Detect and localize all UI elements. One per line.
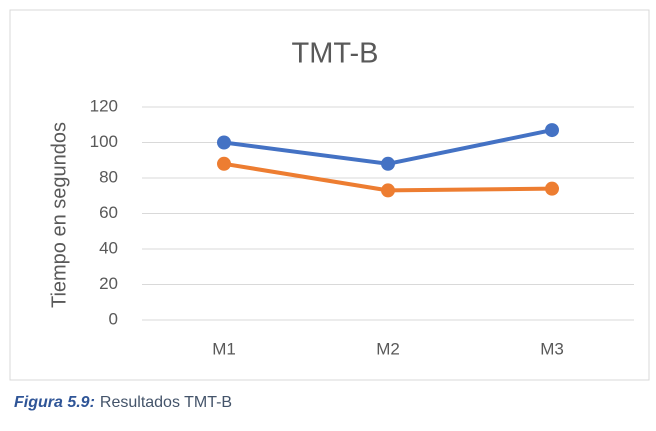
caption: Figura 5.9: Resultados TMT-B xyxy=(14,394,232,411)
caption-label: Figura 5.9: xyxy=(14,394,95,411)
y-tick-label: 0 xyxy=(109,309,118,328)
x-tick-label: M1 xyxy=(212,339,236,358)
y-tick-label: 80 xyxy=(99,167,118,186)
y-axis-label: Tiempo en segundos xyxy=(48,122,70,308)
y-tick-label: 40 xyxy=(99,238,118,257)
y-tick-label: 100 xyxy=(90,132,118,151)
y-tick-label: 20 xyxy=(99,274,118,293)
data-point xyxy=(381,183,395,198)
caption-text: Resultados TMT-B xyxy=(100,394,232,411)
y-tick-label: 60 xyxy=(99,203,118,222)
x-tick-label: M2 xyxy=(376,339,400,358)
data-point xyxy=(545,123,559,138)
data-point xyxy=(217,156,231,171)
data-point xyxy=(545,181,559,196)
y-tick-label: 120 xyxy=(90,96,118,115)
chart-title: TMT-B xyxy=(292,38,379,70)
data-point xyxy=(381,156,395,171)
x-tick-label: M3 xyxy=(540,339,564,358)
data-point xyxy=(217,135,231,150)
chart-frame xyxy=(9,9,650,381)
